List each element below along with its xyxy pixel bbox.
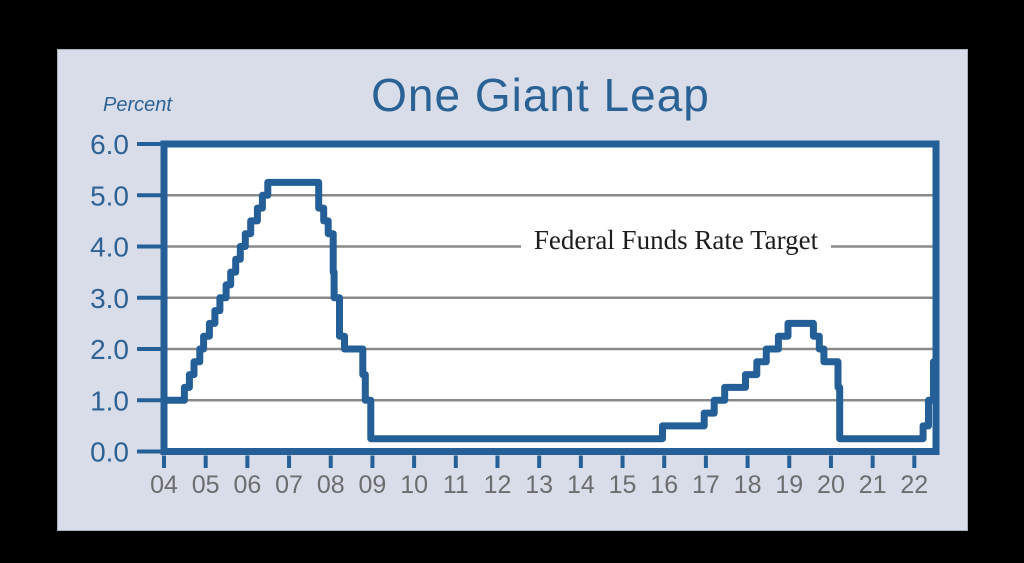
y-tick-label-3.0: 3.0	[90, 283, 129, 314]
y-tick-label-5.0: 5.0	[90, 180, 129, 211]
x-tick-label-22: 22	[900, 471, 928, 499]
series-annotation-label: Federal Funds Rate Target	[534, 225, 819, 255]
chart-title: One Giant Leap	[371, 69, 710, 121]
x-tick-label-09: 09	[359, 471, 387, 499]
y-axis-unit-label: Percent	[103, 94, 172, 116]
x-tick-label-11: 11	[443, 471, 469, 499]
y-tick-label-1.0: 1.0	[90, 385, 129, 416]
x-tick-label-04: 04	[150, 471, 178, 499]
x-tick-label-20: 20	[817, 471, 845, 499]
x-tick-label-14: 14	[567, 471, 595, 499]
x-tick-label-10: 10	[400, 471, 428, 499]
plot-frame	[160, 140, 940, 455]
x-tick-label-06: 06	[233, 471, 261, 499]
x-tick-label-17: 17	[692, 471, 720, 499]
x-tick-label-12: 12	[484, 471, 512, 499]
x-tick-label-13: 13	[525, 471, 553, 499]
x-tick-label-08: 08	[317, 471, 345, 499]
x-tick-label-05: 05	[192, 471, 220, 499]
y-tick-label-4.0: 4.0	[90, 232, 129, 263]
x-tick-label-16: 16	[650, 471, 678, 499]
y-tick-label-2.0: 2.0	[90, 334, 129, 365]
series-line-federal-funds-rate	[164, 178, 937, 443]
x-tick-label-15: 15	[609, 471, 637, 499]
y-tick-label-0.0: 0.0	[90, 437, 129, 468]
x-tick-label-07: 07	[275, 471, 303, 499]
x-tick-label-18: 18	[734, 471, 762, 499]
x-tick-label-21: 21	[859, 471, 887, 499]
y-tick-label-6.0: 6.0	[90, 129, 129, 160]
x-tick-label-19: 19	[775, 471, 803, 499]
